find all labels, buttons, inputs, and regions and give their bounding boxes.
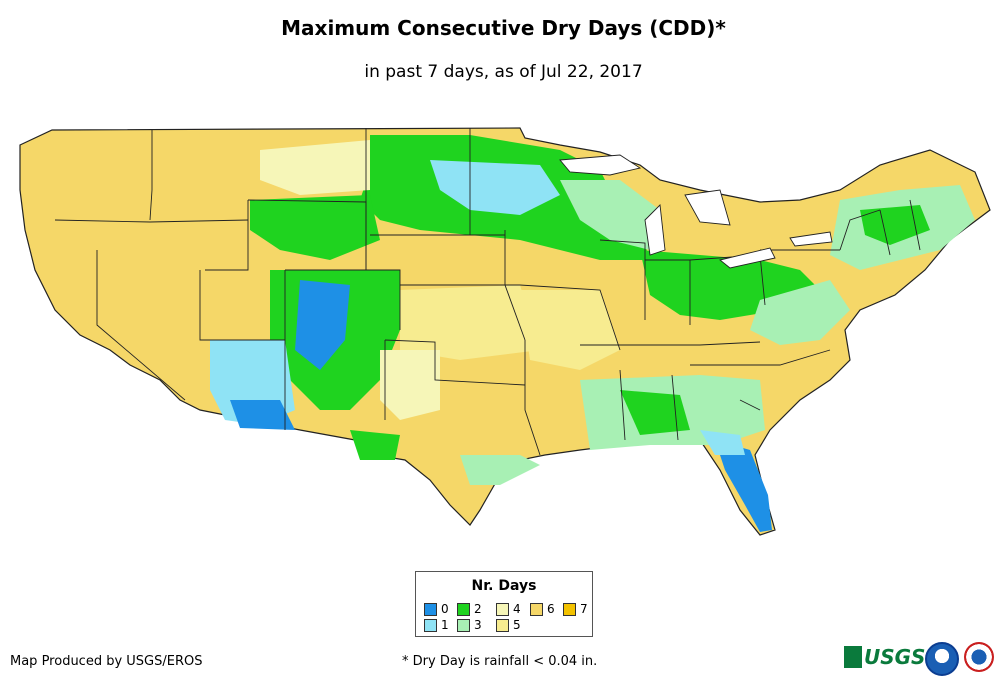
noaa-icon bbox=[925, 642, 959, 676]
swatch-3 bbox=[457, 618, 470, 632]
map-title: Maximum Consecutive Dry Days (CDD)* bbox=[281, 16, 726, 40]
swatch-7 bbox=[563, 602, 576, 616]
swatch-6 bbox=[530, 602, 543, 616]
swatch-1 bbox=[424, 618, 437, 632]
legend-item-5: 5 bbox=[496, 618, 521, 632]
us-map bbox=[19, 127, 991, 536]
swatch-0 bbox=[424, 602, 437, 616]
swatch-2 bbox=[457, 602, 470, 616]
dry-day-footnote: * Dry Day is rainfall < 0.04 in. bbox=[402, 654, 598, 669]
legend-item-7: 7 bbox=[563, 602, 588, 616]
legend-item-3: 3 bbox=[457, 618, 482, 632]
legend-item-6: 6 bbox=[530, 602, 555, 616]
legend-box: Nr. Days 0 1 2 3 4 5 6 7 bbox=[415, 571, 593, 637]
legend-item-2: 2 bbox=[457, 602, 482, 616]
usgs-logo: USGS bbox=[844, 644, 925, 670]
map-subtitle: in past 7 days, as of Jul 22, 2017 bbox=[364, 62, 643, 82]
swatch-4 bbox=[496, 602, 509, 616]
legend-item-1: 1 bbox=[424, 618, 449, 632]
legend-item-0: 0 bbox=[424, 602, 449, 616]
nws-icon bbox=[964, 642, 994, 672]
usgs-mark-icon bbox=[844, 646, 862, 668]
state-boundaries bbox=[54, 128, 921, 456]
legend-item-4: 4 bbox=[496, 602, 521, 616]
legend-title: Nr. Days bbox=[471, 578, 537, 594]
credit-text: Map Produced by USGS/EROS bbox=[10, 654, 203, 669]
precip-patches bbox=[210, 135, 975, 532]
great-lakes bbox=[559, 154, 833, 269]
swatch-5 bbox=[496, 618, 509, 632]
